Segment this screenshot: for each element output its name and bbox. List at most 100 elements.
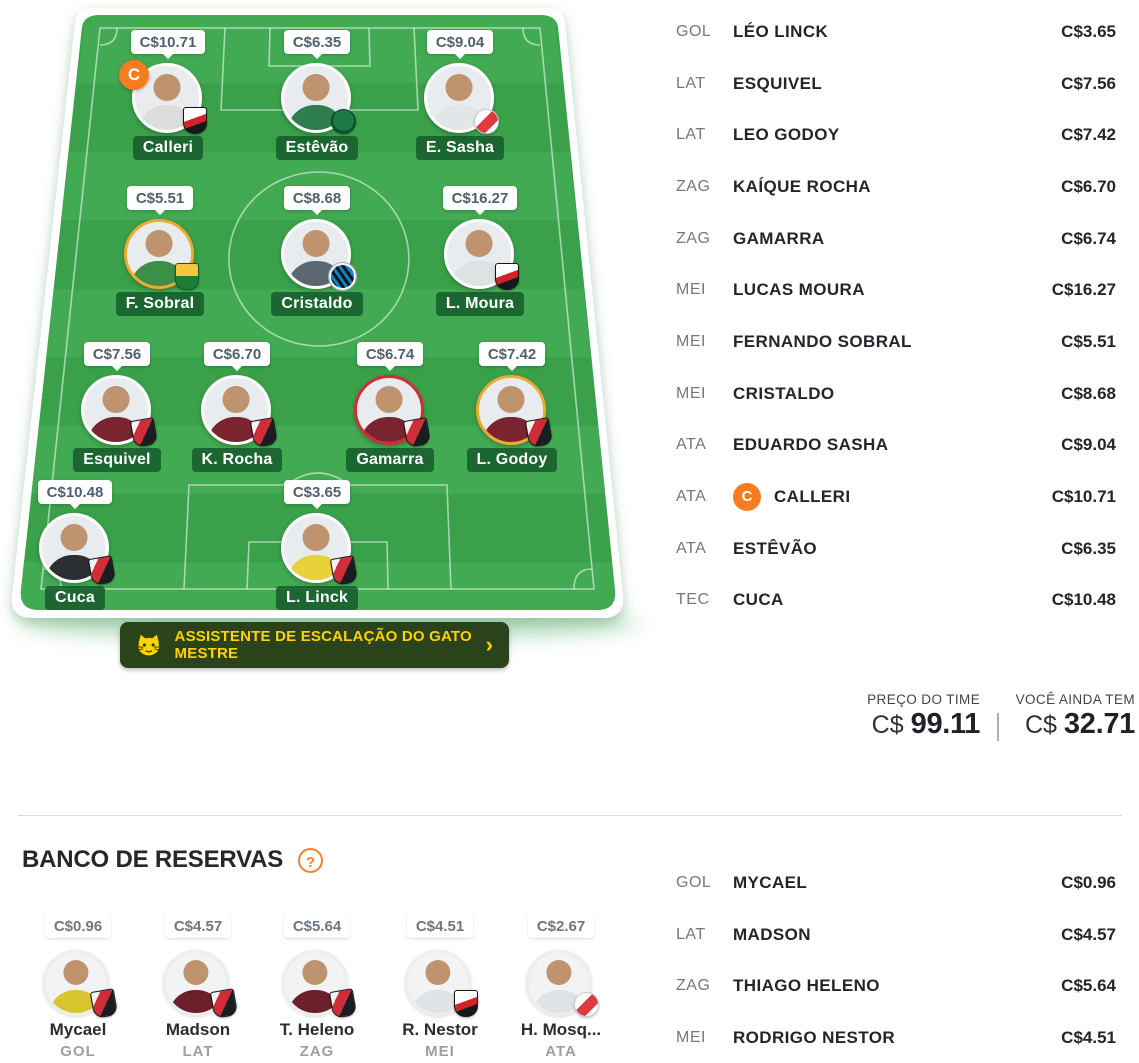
pitch-player-l-moura[interactable]: C$16.27 L. Moura — [428, 186, 532, 316]
starter-row: ATA ESTÊVÃO C$6.35 — [676, 523, 1116, 575]
position-label: LAT — [676, 925, 706, 943]
player-name-pill: Cuca — [45, 586, 105, 610]
player-price: C$7.42 — [1061, 125, 1116, 145]
player-price: C$0.96 — [1061, 872, 1116, 892]
position-label: ATA — [676, 488, 707, 506]
bench-player-r-nestor[interactable]: C$4.51 R. Nestor MEI — [385, 914, 495, 1060]
chevron-right-icon: › — [485, 632, 493, 657]
avatar — [43, 950, 119, 1019]
player-name: EDUARDO SASHA — [733, 435, 889, 455]
player-name: CALLERI — [774, 487, 851, 507]
assistant-banner-label: ASSISTENTE DE ESCALAÇÃO DO GATO MESTRE — [174, 628, 472, 662]
player-name: ESTÊVÃO — [733, 538, 818, 558]
player-price: C$10.71 — [1051, 487, 1116, 507]
pitch-player-k-rocha[interactable]: C$6.70 K. Rocha — [185, 342, 289, 472]
position-label: ATA — [676, 539, 707, 557]
pitch-player-f-sobral[interactable]: C$5.51 F. Sobral — [108, 186, 212, 316]
avatar — [526, 950, 599, 1017]
starter-row: MEI FERNANDO SOBRAL C$5.51 — [676, 316, 1116, 368]
pitch-coach-cuca[interactable]: C$10.48 Cuca — [23, 480, 127, 610]
bench-player-madson[interactable]: C$4.57 Madson LAT — [143, 914, 253, 1060]
team-price-block: PREÇO DO TIME C$ 99.11 — [867, 692, 980, 741]
position-label: ATA — [545, 1043, 577, 1060]
player-price: C$7.56 — [1061, 73, 1116, 93]
player-name-pill: Calleri — [132, 136, 204, 160]
price-tag: C$16.27 — [442, 186, 518, 210]
pitch-player-estevao[interactable]: C$6.35 Estêvão — [265, 30, 369, 160]
remaining-budget-block: VOCÊ AINDA TEM C$ 32.71 — [1015, 692, 1136, 741]
player-name: CRISTALDO — [733, 383, 835, 403]
position-label: TEC — [676, 591, 710, 609]
pitch-player-cristaldo[interactable]: C$8.68 Cristaldo — [265, 186, 369, 316]
starter-row-captain: ATA C CALLERI C$10.71 — [676, 471, 1116, 523]
remaining-budget-label: VOCÊ AINDA TEM — [1015, 692, 1135, 707]
player-name-pill: L. Linck — [275, 586, 359, 610]
price-tag: C$5.64 — [283, 914, 351, 938]
player-name: MYCAEL — [733, 872, 808, 892]
price-tag: C$8.68 — [283, 186, 351, 210]
bench-player-mycael[interactable]: C$0.96 Mycael GOL — [23, 914, 133, 1060]
avatar — [354, 375, 432, 448]
pitch-player-calleri[interactable]: C$10.71 C Calleri — [116, 30, 220, 160]
summary-divider — [997, 713, 999, 741]
club-badge-cuiaba-icon — [175, 263, 199, 290]
reserve-row: ZAG THIAGO HELENO C$5.64 — [676, 960, 1116, 1012]
club-badge-bragantino-icon — [474, 109, 499, 134]
avatar — [444, 219, 519, 290]
position-label: ZAG — [676, 229, 711, 247]
bench-player-t-heleno[interactable]: C$5.64 T. Heleno ZAG — [262, 914, 372, 1060]
price-tag: C$7.42 — [478, 342, 546, 366]
player-name: Madson — [165, 1020, 231, 1039]
reserves-header: BANCO DE RESERVAS ? — [22, 846, 324, 874]
club-badge-cap-icon — [329, 555, 359, 586]
reserve-row: MEI RODRIGO NESTOR C$4.51 — [676, 1012, 1116, 1063]
player-name: KAÍQUE ROCHA — [733, 176, 871, 196]
position-label: ATA — [676, 436, 707, 454]
help-icon[interactable]: ? — [298, 847, 324, 873]
reserve-row: LAT MADSON C$4.57 — [676, 909, 1116, 961]
avatar — [476, 375, 554, 448]
captain-badge: C — [733, 483, 761, 512]
club-badge-bragantino-icon — [574, 992, 599, 1017]
pitch-player-l-godoy[interactable]: C$7.42 L. Godoy — [460, 342, 564, 472]
position-label: LAT — [182, 1043, 214, 1060]
gato-mestre-assistant-button[interactable]: ASSISTENTE DE ESCALAÇÃO DO GATO MESTRE › — [120, 622, 509, 668]
reserve-row: GOL MYCAEL C$0.96 — [676, 857, 1116, 909]
club-badge-cap-icon — [209, 988, 239, 1019]
player-price: C$6.74 — [1061, 228, 1116, 248]
position-label: ZAG — [676, 177, 711, 195]
club-badge-cap-icon — [89, 988, 119, 1019]
club-badge-cap-icon — [249, 417, 279, 448]
currency-symbol: C$ — [871, 711, 904, 739]
avatar — [282, 950, 358, 1019]
player-name-pill: Esquivel — [73, 448, 161, 472]
player-price: C$4.57 — [1061, 924, 1116, 944]
player-name: ESQUIVEL — [733, 73, 823, 93]
position-label: MEI — [676, 281, 706, 299]
price-tag: C$5.51 — [126, 186, 194, 210]
player-name-pill: E. Sasha — [415, 136, 505, 160]
starter-row: LAT LEO GODOY C$7.42 — [676, 109, 1116, 161]
position-label: LAT — [676, 74, 706, 92]
pitch-player-e-sasha[interactable]: C$9.04 E. Sasha — [408, 30, 512, 160]
player-name: T. Heleno — [279, 1020, 355, 1039]
avatar — [281, 513, 359, 586]
player-name: MADSON — [733, 924, 811, 944]
player-name: R. Nestor — [402, 1020, 478, 1039]
bench-player-h-mosquera[interactable]: C$2.67 H. Mosq... ATA — [506, 914, 616, 1060]
section-divider — [18, 815, 1122, 816]
player-price: C$5.51 — [1061, 331, 1116, 351]
player-name-pill: K. Rocha — [191, 448, 283, 472]
club-badge-spfc-icon — [183, 107, 207, 134]
club-badge-cap-icon — [87, 555, 117, 586]
player-name: GAMARRA — [733, 228, 825, 248]
pitch-player-esquivel[interactable]: C$7.56 Esquivel — [65, 342, 169, 472]
pitch-player-gamarra[interactable]: C$6.74 Gamarra — [338, 342, 442, 472]
player-price: C$16.27 — [1051, 280, 1116, 300]
price-tag: C$4.51 — [406, 914, 474, 938]
player-name-pill: Gamarra — [346, 448, 434, 472]
player-price: C$5.64 — [1061, 976, 1116, 996]
player-name: Mycael — [49, 1020, 107, 1039]
pitch-player-l-linck[interactable]: C$3.65 L. Linck — [265, 480, 369, 610]
